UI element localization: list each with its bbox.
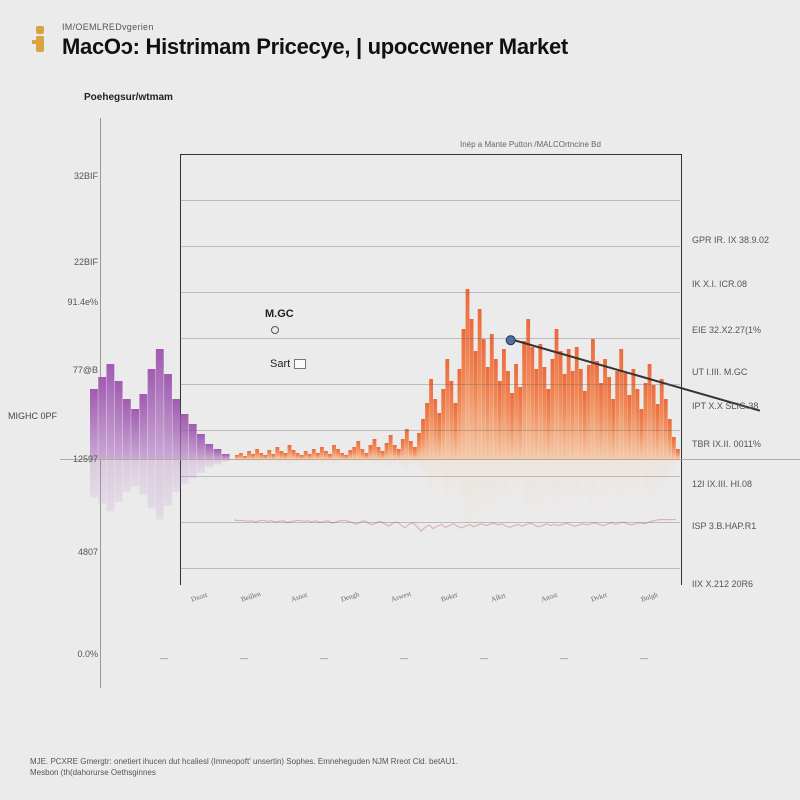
subtitle: Poehegsur/wtmam — [84, 92, 173, 103]
gridline — [180, 246, 680, 247]
xlabel-outer: — — [240, 654, 248, 663]
ytick-left: 91.4e% — [67, 297, 98, 307]
gridline — [180, 200, 680, 201]
ytick-right: IPT X.X SLIG.38 — [692, 401, 758, 411]
annotation-marker — [271, 326, 279, 334]
bars-layer — [180, 154, 680, 584]
ytick-left: 4807 — [78, 547, 98, 557]
ytick-right: 12I IX.III. HI.08 — [692, 479, 752, 489]
xlabel-outer: — — [560, 654, 568, 663]
ytick-right: IIX X.212 20R6 — [692, 579, 753, 589]
xlabel-outer: — — [640, 654, 648, 663]
page-root: IM/OEMLREDvgerien MacOɔ: Histrimam Price… — [0, 0, 800, 800]
ytick-left: 12597 — [73, 454, 98, 464]
chart-area: Inép a Mante Putton /MALCOrtncine Bd 32B… — [60, 118, 740, 688]
logo-icon — [30, 24, 50, 54]
supertitle: IM/OEMLREDvgerien — [62, 22, 568, 32]
gridline — [180, 338, 680, 339]
gridline — [180, 430, 680, 431]
ytick-right: ISP 3.B.HAP.R1 — [692, 521, 756, 531]
ytick-right: EIE 32.X2.27(1% — [692, 325, 761, 335]
header: IM/OEMLREDvgerien MacOɔ: Histrimam Price… — [30, 22, 568, 60]
xlabel: Dengh — [340, 590, 360, 603]
gridline — [180, 384, 680, 385]
xlabel-outer: — — [160, 654, 168, 663]
xlabel-outer: — — [400, 654, 408, 663]
ytick-right: IK X.I. ICR.08 — [692, 279, 747, 289]
xlabel-outer: — — [480, 654, 488, 663]
ytick-right: GPR IR. IX 38.9.02 — [692, 235, 769, 245]
xlabel: Bnlgh — [640, 591, 659, 604]
ytick-right: TBR IX.II. 0011% — [692, 439, 761, 449]
baseline — [60, 459, 800, 460]
ytick-left: 0.0% — [77, 649, 98, 659]
page-title: MacOɔ: Histrimam Pricecye, | upoccwener … — [62, 34, 568, 60]
ytick-left: 77@B — [73, 365, 98, 375]
ytick-left: 22BIF — [74, 257, 98, 267]
gridline — [180, 568, 680, 569]
xlabel: Anost — [540, 591, 558, 604]
xlabel: Asnot — [290, 591, 308, 604]
xlabel: Dvkrt — [590, 591, 608, 604]
ytick-right: UT I.III. M.GC — [692, 367, 747, 377]
xlabel: Aswest — [390, 590, 412, 604]
annotation-mac: M.GC — [265, 308, 294, 320]
xlabel: Boker — [440, 591, 459, 604]
caption-line1: MJE. PCXRE Gmergtr: onetiert ihucen dut … — [30, 757, 458, 767]
annotation-sar: Sart — [270, 358, 306, 370]
caption: MJE. PCXRE Gmergtr: onetiert ihucen dut … — [30, 757, 458, 778]
gridline — [180, 292, 680, 293]
gridline — [180, 476, 680, 477]
xlabel-outer: — — [320, 654, 328, 663]
xlabel: Dxost — [190, 591, 208, 604]
legend-text: Inép a Mante Putton /MALCOrtncine Bd — [460, 140, 601, 149]
outer-ytick-label: MIGHC 0PF — [8, 411, 57, 421]
gridline — [180, 522, 680, 523]
xlabel: Beillen — [240, 590, 262, 604]
xlabel: Alkrt — [490, 591, 507, 603]
caption-line2: Mesbon (th(dahorurse Oethsginnes — [30, 768, 458, 778]
ytick-left: 32BIF — [74, 171, 98, 181]
